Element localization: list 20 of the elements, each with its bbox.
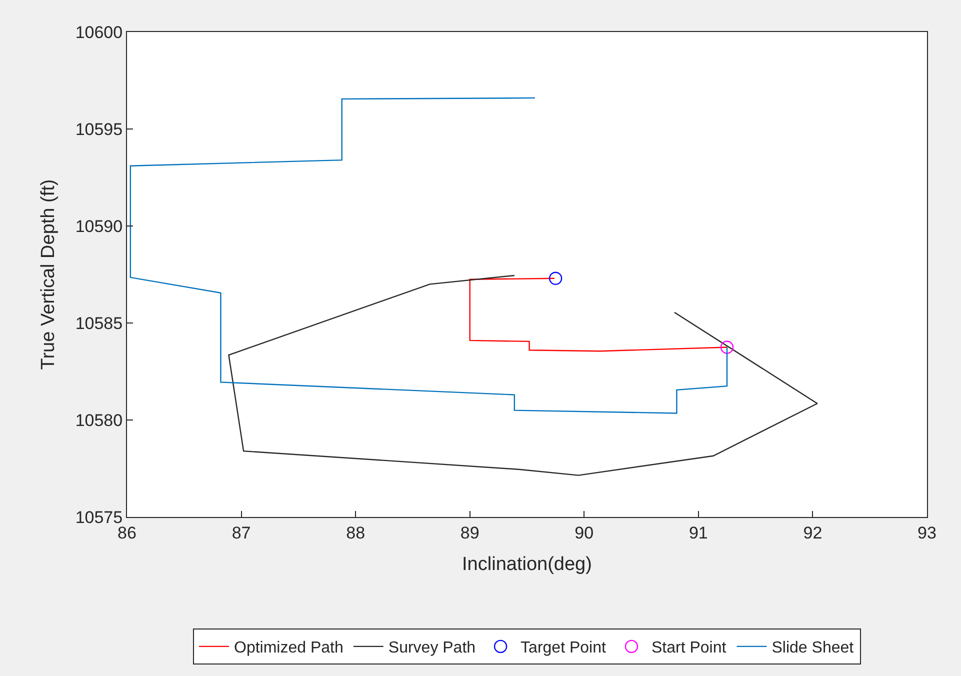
- y-tick-label: 10585: [75, 314, 123, 333]
- legend-label: Target Point: [520, 640, 606, 657]
- x-axis-title: Inclination(deg): [462, 554, 592, 576]
- x-tick-label: 92: [803, 523, 822, 542]
- y-tick-label: 10595: [75, 120, 123, 139]
- x-tick-label: 91: [688, 523, 708, 542]
- x-tick-label: 87: [232, 523, 251, 542]
- legend-label: Survey Path: [388, 640, 476, 657]
- x-tick-label: 93: [918, 523, 936, 542]
- legend-label: Slide Sheet: [772, 640, 854, 657]
- x-tick-label: 90: [574, 523, 594, 542]
- y-tick-label: 10600: [75, 22, 123, 42]
- x-tick-label: 89: [460, 523, 480, 542]
- x-tick-label: 88: [346, 523, 366, 542]
- legend-label: Optimized Path: [234, 640, 344, 657]
- y-axis-title: True Vertical Depth (ft): [38, 179, 60, 370]
- line-series: [228, 274, 818, 476]
- legend-label: Start Point: [651, 640, 727, 657]
- y-tick-label: 10590: [75, 216, 123, 236]
- y-tick-label: 10580: [75, 410, 123, 430]
